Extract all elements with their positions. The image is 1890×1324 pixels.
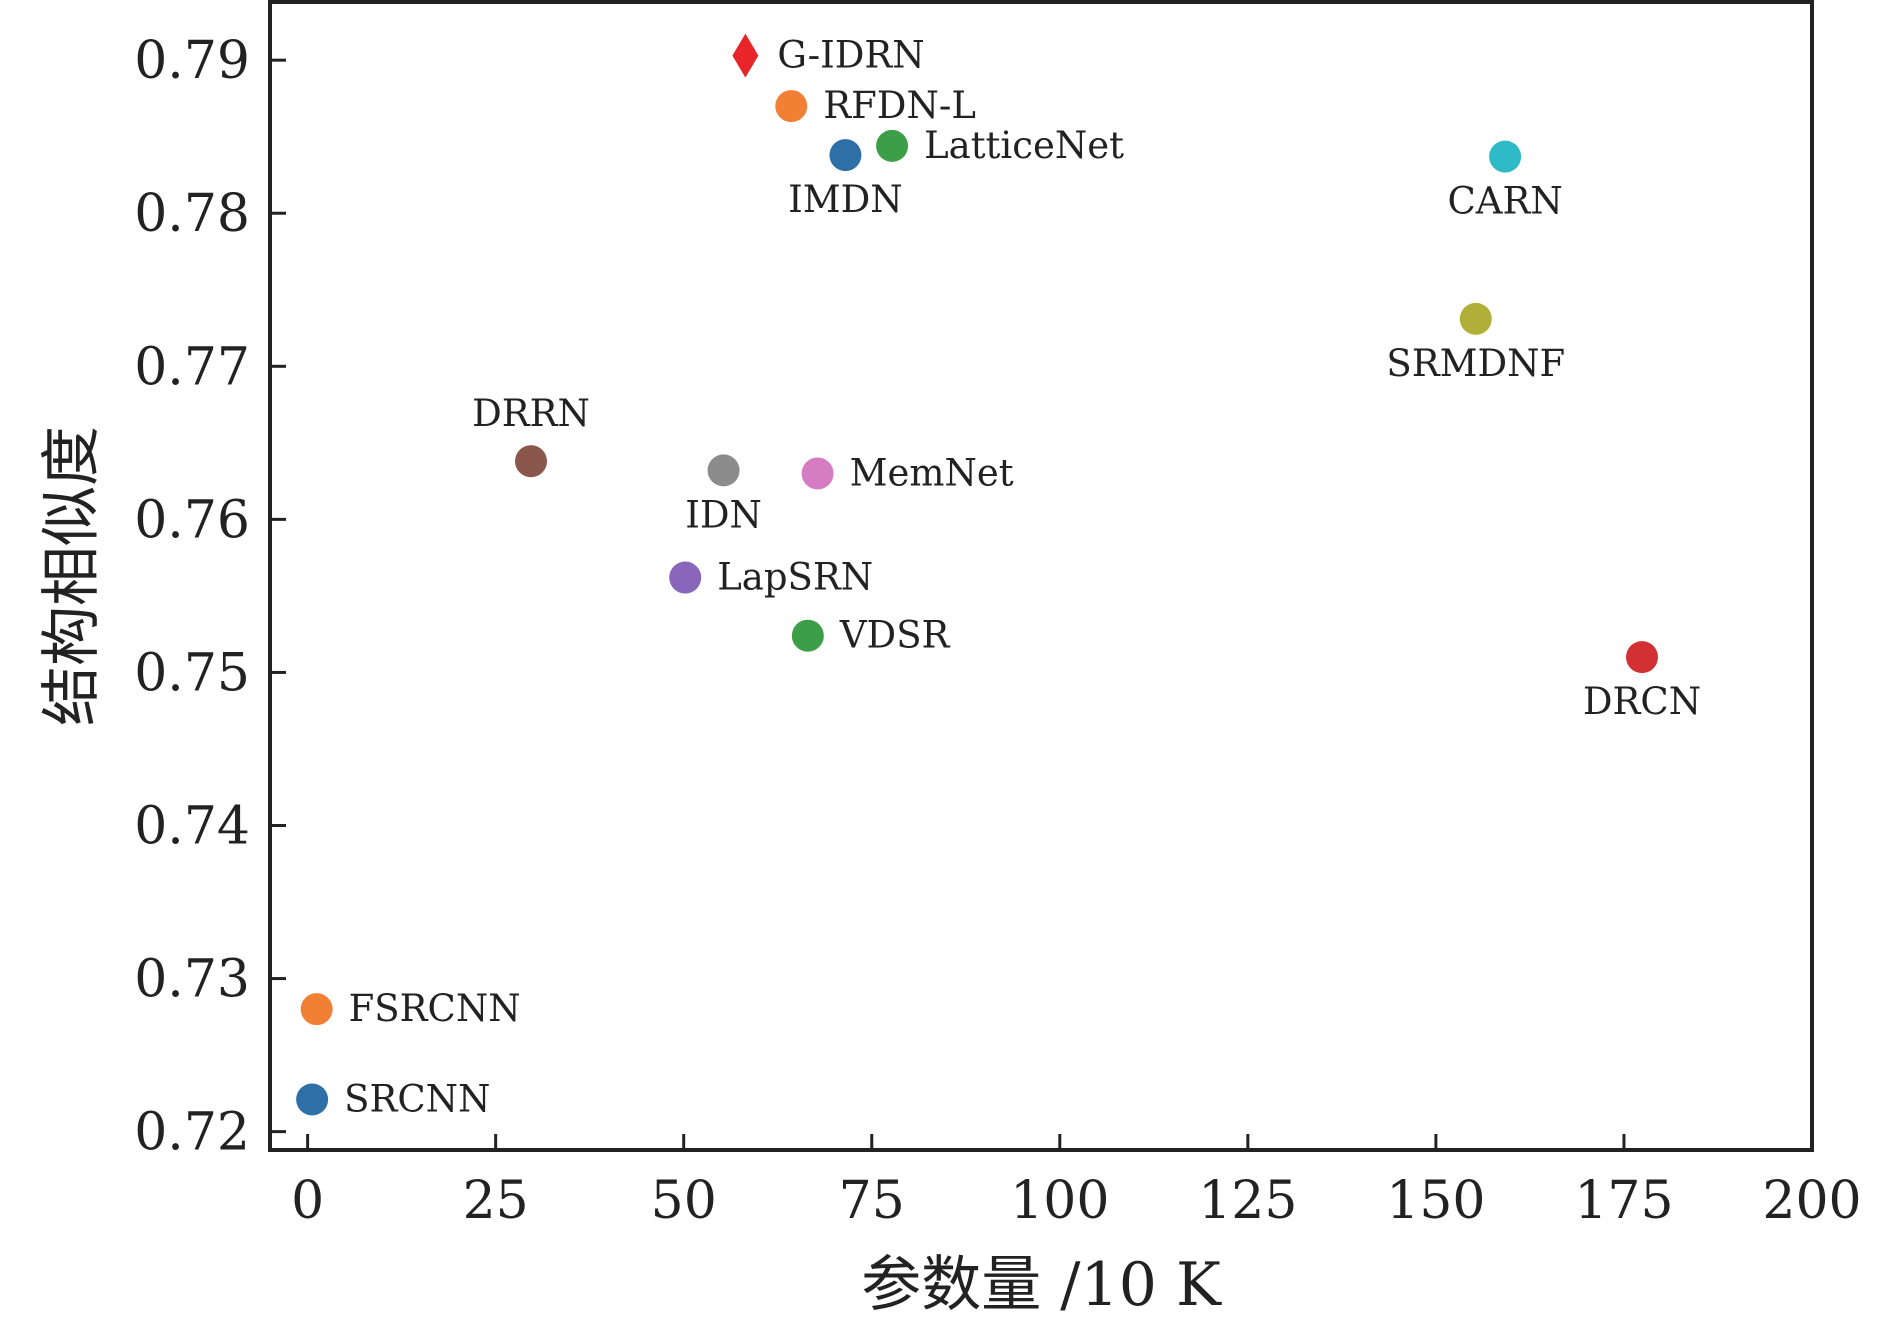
point-g-idrn [732, 33, 759, 78]
y-axis-title: 结构相似度 [37, 426, 107, 726]
y-tick-label: 0.77 [134, 337, 250, 397]
label-vdsr: VDSR [839, 614, 951, 657]
point-lapsrn [669, 561, 702, 594]
label-srcnn: SRCNN [344, 1077, 490, 1120]
x-tick-label: 200 [1762, 1171, 1861, 1231]
point-srmdnf [1459, 302, 1492, 335]
x-tick-label: 0 [291, 1171, 324, 1231]
label-g-idrn: G-IDRN [777, 34, 924, 77]
label-fsrcnn: FSRCNN [349, 987, 521, 1030]
point-latticenet [876, 129, 909, 162]
y-tick-label: 0.72 [134, 1103, 250, 1163]
label-latticenet: LatticeNet [924, 124, 1124, 167]
point-drrn [515, 445, 548, 478]
x-tick-label: 50 [651, 1171, 717, 1231]
label-drrn: DRRN [472, 392, 590, 435]
data-points [296, 33, 1659, 1116]
point-rfdn-l [775, 90, 808, 123]
label-carn: CARN [1447, 180, 1562, 223]
point-srcnn [296, 1083, 329, 1116]
label-imdn: IMDN [788, 178, 903, 221]
label-srmdnf: SRMDNF [1386, 342, 1565, 385]
x-tick-label: 125 [1198, 1171, 1297, 1231]
x-tick-label: 150 [1386, 1171, 1485, 1231]
x-tick-label: 100 [1010, 1171, 1109, 1231]
y-tick-label: 0.73 [134, 950, 250, 1010]
label-drcn: DRCN [1583, 680, 1701, 723]
x-tick-label: 175 [1574, 1171, 1673, 1231]
point-idn [707, 454, 740, 487]
point-fsrcnn [300, 993, 333, 1026]
label-memnet: MemNet [850, 451, 1014, 494]
y-tick-label: 0.74 [134, 796, 250, 856]
y-tick-label: 0.75 [134, 643, 250, 703]
point-carn [1489, 140, 1522, 173]
point-vdsr [791, 619, 824, 652]
x-tick-label: 25 [463, 1171, 529, 1231]
label-lapsrn: LapSRN [717, 556, 873, 599]
point-drcn [1626, 641, 1659, 674]
label-idn: IDN [685, 493, 762, 536]
x-tick-label: 75 [839, 1171, 905, 1231]
label-rfdn-l: RFDN-L [823, 84, 976, 127]
y-tick-label: 0.76 [134, 490, 250, 550]
axis-ticks: 0 25 50 75 100 125 150 175 200 0.72 0.73 0.74 0.75 0.… [134, 31, 1861, 1231]
plot-frame [268, 0, 1814, 1152]
point-imdn [829, 139, 862, 172]
y-tick-label: 0.78 [134, 184, 250, 244]
point-memnet [801, 457, 834, 490]
x-axis-title: 参数量 /10 K [861, 1250, 1222, 1320]
y-tick-label: 0.79 [134, 31, 250, 91]
